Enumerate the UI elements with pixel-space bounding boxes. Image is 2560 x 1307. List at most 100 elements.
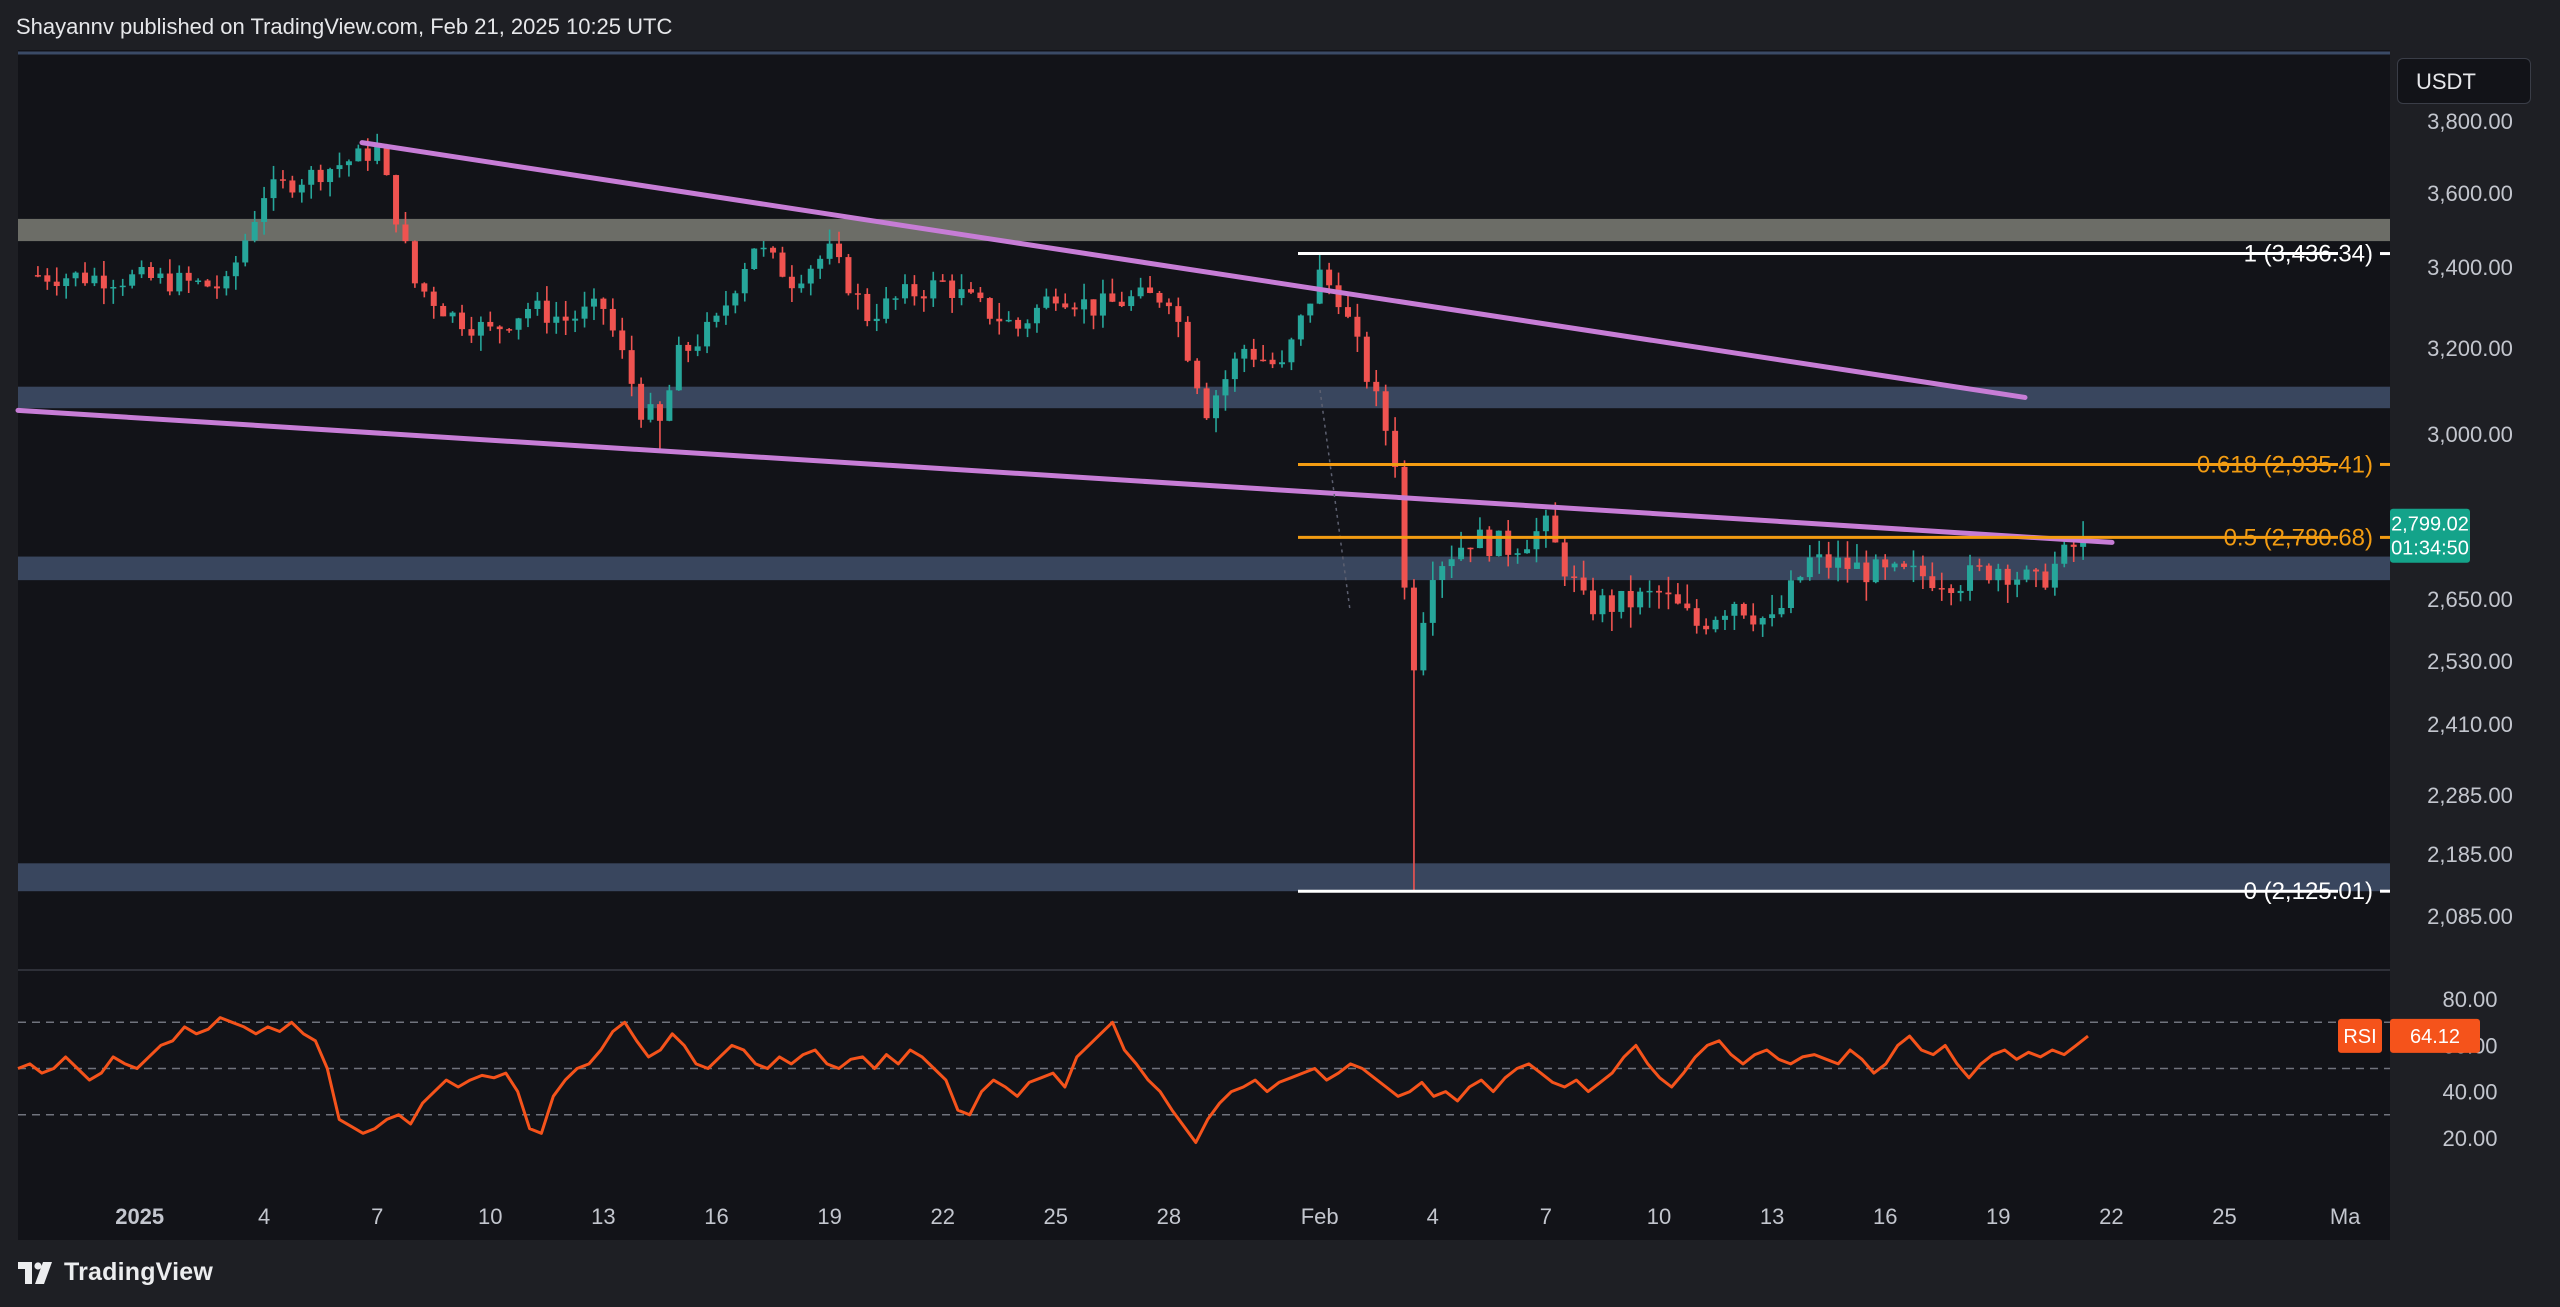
- candle: [798, 274, 805, 293]
- candle-body: [1213, 395, 1220, 419]
- time-axis-tick: 19: [817, 1204, 841, 1229]
- candle: [496, 325, 503, 344]
- candle: [1571, 565, 1578, 593]
- candle-body: [1901, 563, 1908, 567]
- candle: [298, 179, 305, 203]
- candle-body: [534, 300, 541, 309]
- candle-body: [1429, 580, 1436, 623]
- candle: [1797, 575, 1804, 583]
- candle-body: [1448, 559, 1455, 567]
- candle-body: [1495, 530, 1502, 557]
- candle-body: [1156, 292, 1163, 303]
- candle-body: [1872, 559, 1879, 583]
- candle-body: [487, 321, 494, 327]
- candle-body: [1363, 336, 1370, 382]
- candle: [63, 273, 70, 299]
- candle-body: [1929, 576, 1936, 589]
- candle-body: [1401, 466, 1408, 588]
- candle-body: [562, 316, 569, 321]
- candle-body: [1052, 296, 1059, 304]
- candle: [619, 317, 626, 359]
- last-price-badge: [2390, 508, 2470, 563]
- candle: [1024, 319, 1031, 338]
- candle-body: [1769, 614, 1776, 619]
- candle-body: [1458, 547, 1465, 560]
- candle-body: [298, 184, 305, 193]
- candle: [1967, 554, 1974, 601]
- candle: [317, 164, 324, 191]
- candle-body: [1580, 577, 1587, 591]
- candle: [1778, 595, 1785, 618]
- candle-body: [119, 285, 126, 288]
- candle-body: [1816, 554, 1823, 558]
- last-price-value: 2,799.02: [2391, 514, 2469, 536]
- currency-selector-button[interactable]: USDT: [2397, 58, 2531, 104]
- candle-body: [581, 306, 588, 319]
- candle-body: [1316, 269, 1323, 304]
- candle: [289, 175, 296, 198]
- candle-body: [317, 169, 324, 183]
- time-axis-tick: 22: [930, 1204, 954, 1229]
- candle: [920, 289, 927, 312]
- candle-body: [195, 280, 202, 282]
- demand-zone: [18, 863, 2390, 892]
- candle-body: [1109, 293, 1116, 302]
- candle-body: [1260, 359, 1267, 362]
- candle: [1297, 314, 1304, 346]
- candle-body: [1326, 269, 1333, 286]
- candle-body: [430, 291, 437, 306]
- candle: [1580, 560, 1587, 595]
- candle: [600, 297, 607, 325]
- candle: [166, 259, 173, 296]
- candle: [1957, 585, 1964, 602]
- candle-body: [1373, 381, 1380, 392]
- candle-body: [1184, 321, 1191, 361]
- candle-body: [1919, 565, 1926, 577]
- candle: [1052, 288, 1059, 311]
- candle: [628, 335, 635, 397]
- candle: [1015, 317, 1022, 337]
- candle-body: [1533, 531, 1540, 550]
- candle-body: [1674, 594, 1681, 604]
- candle: [1693, 599, 1700, 634]
- candle-body: [1721, 615, 1728, 620]
- rsi-line: [17, 1016, 2089, 1144]
- candle-body: [204, 280, 211, 287]
- candle-body: [788, 276, 795, 289]
- candle: [609, 298, 616, 337]
- candle: [270, 165, 277, 211]
- candle-body: [553, 316, 560, 323]
- price-axis-tick: 3,200.00: [2427, 336, 2513, 361]
- candle: [440, 303, 447, 317]
- candle: [393, 174, 400, 233]
- candle-body: [1571, 576, 1578, 578]
- candle-body: [1853, 562, 1860, 569]
- candle: [1147, 276, 1154, 294]
- candle: [2061, 541, 2068, 568]
- candle-body: [1882, 559, 1889, 568]
- candle-body: [270, 179, 277, 199]
- candle: [1307, 303, 1314, 323]
- candle: [1222, 370, 1229, 411]
- candle: [1231, 352, 1238, 392]
- candle-body: [911, 284, 918, 297]
- candle-body: [1759, 618, 1766, 625]
- candle-body: [1297, 315, 1304, 340]
- price-axis-tick: 2,650.00: [2427, 587, 2513, 612]
- candle-body: [223, 276, 230, 289]
- candle-body: [1684, 603, 1691, 609]
- time-axis-tick: 25: [2212, 1204, 2236, 1229]
- candle-body: [402, 224, 409, 242]
- rsi-name-label: RSI: [2343, 1026, 2376, 1048]
- candle: [1279, 350, 1285, 368]
- candle-body: [854, 293, 861, 295]
- candle: [590, 288, 597, 321]
- candle-body: [1938, 588, 1945, 590]
- candle: [1392, 417, 1399, 478]
- candle: [1825, 541, 1832, 579]
- footer-logo[interactable]: TradingView: [18, 1258, 213, 1287]
- candle: [1524, 539, 1531, 554]
- candle-body: [1608, 595, 1615, 612]
- candle: [1816, 540, 1823, 574]
